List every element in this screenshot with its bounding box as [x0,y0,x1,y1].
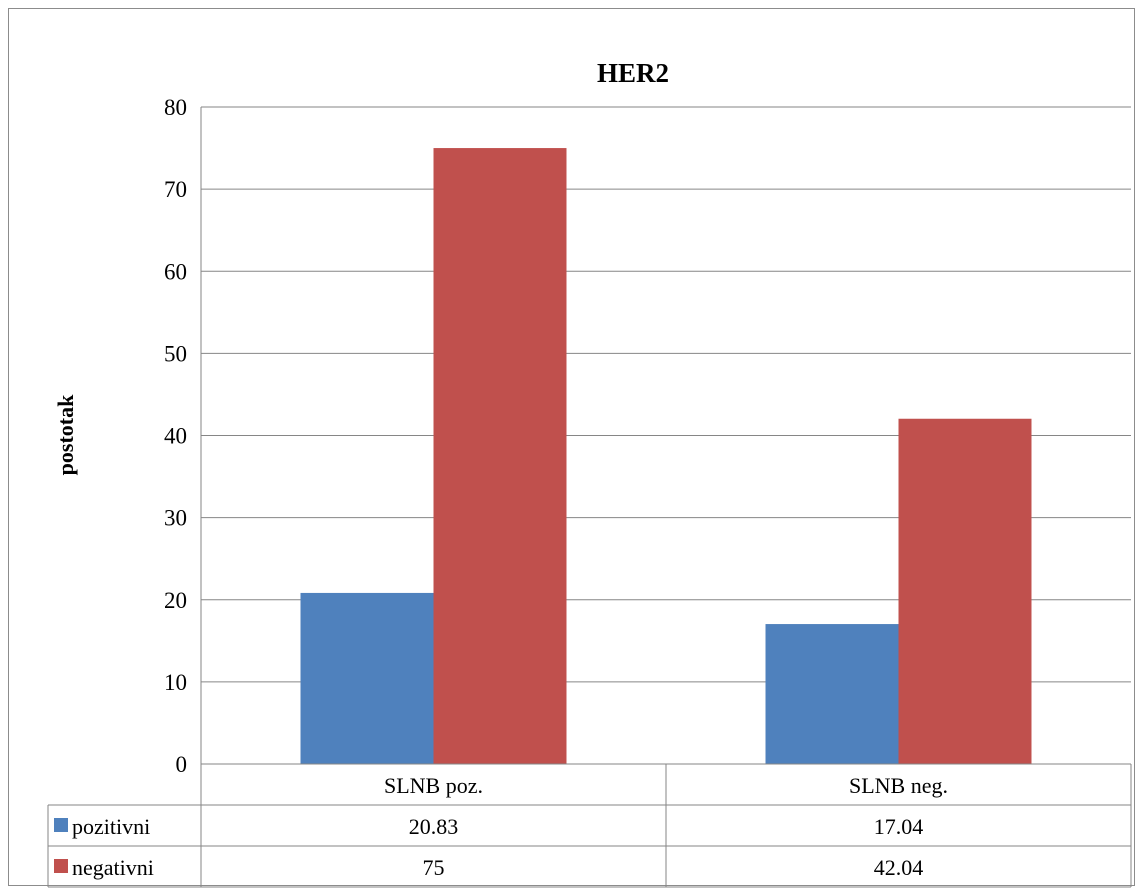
bar-negativni [898,418,1032,764]
y-tick-label: 40 [164,424,187,449]
y-tick-label: 30 [164,506,187,531]
y-axis-label: postotak [53,394,78,475]
y-tick-label: 80 [164,95,187,120]
y-tick-label: 0 [176,752,188,777]
legend-key-pozitivni [54,818,68,832]
data-table-value: 17.04 [874,814,924,839]
y-tick-label: 70 [164,177,187,202]
bar-pozitivni [300,592,434,764]
legend-label: negativni [72,855,154,880]
legend-key-negativni [54,859,68,873]
bar-negativni [433,148,567,764]
chart-title: HER2 [597,58,669,88]
y-tick-label: 20 [164,588,187,613]
y-tick-label: 60 [164,259,187,284]
y-tick-labels: 0 10 20 30 40 50 60 70 80 [164,95,187,777]
y-tick-label: 50 [164,341,187,366]
data-table-value: 75 [423,855,445,880]
legend-label: pozitivni [72,814,150,839]
x-category-label: SLNB neg. [849,773,948,798]
data-table-value: 20.83 [409,814,459,839]
bars [300,148,1032,764]
y-tick-label: 10 [164,670,187,695]
bar-pozitivni [765,624,899,764]
x-category-label: SLNB poz. [384,773,483,798]
data-table: SLNB poz. SLNB neg. pozitivni 20.83 17.04 neg… [47,763,1132,888]
data-table-value: 42.04 [874,855,924,880]
